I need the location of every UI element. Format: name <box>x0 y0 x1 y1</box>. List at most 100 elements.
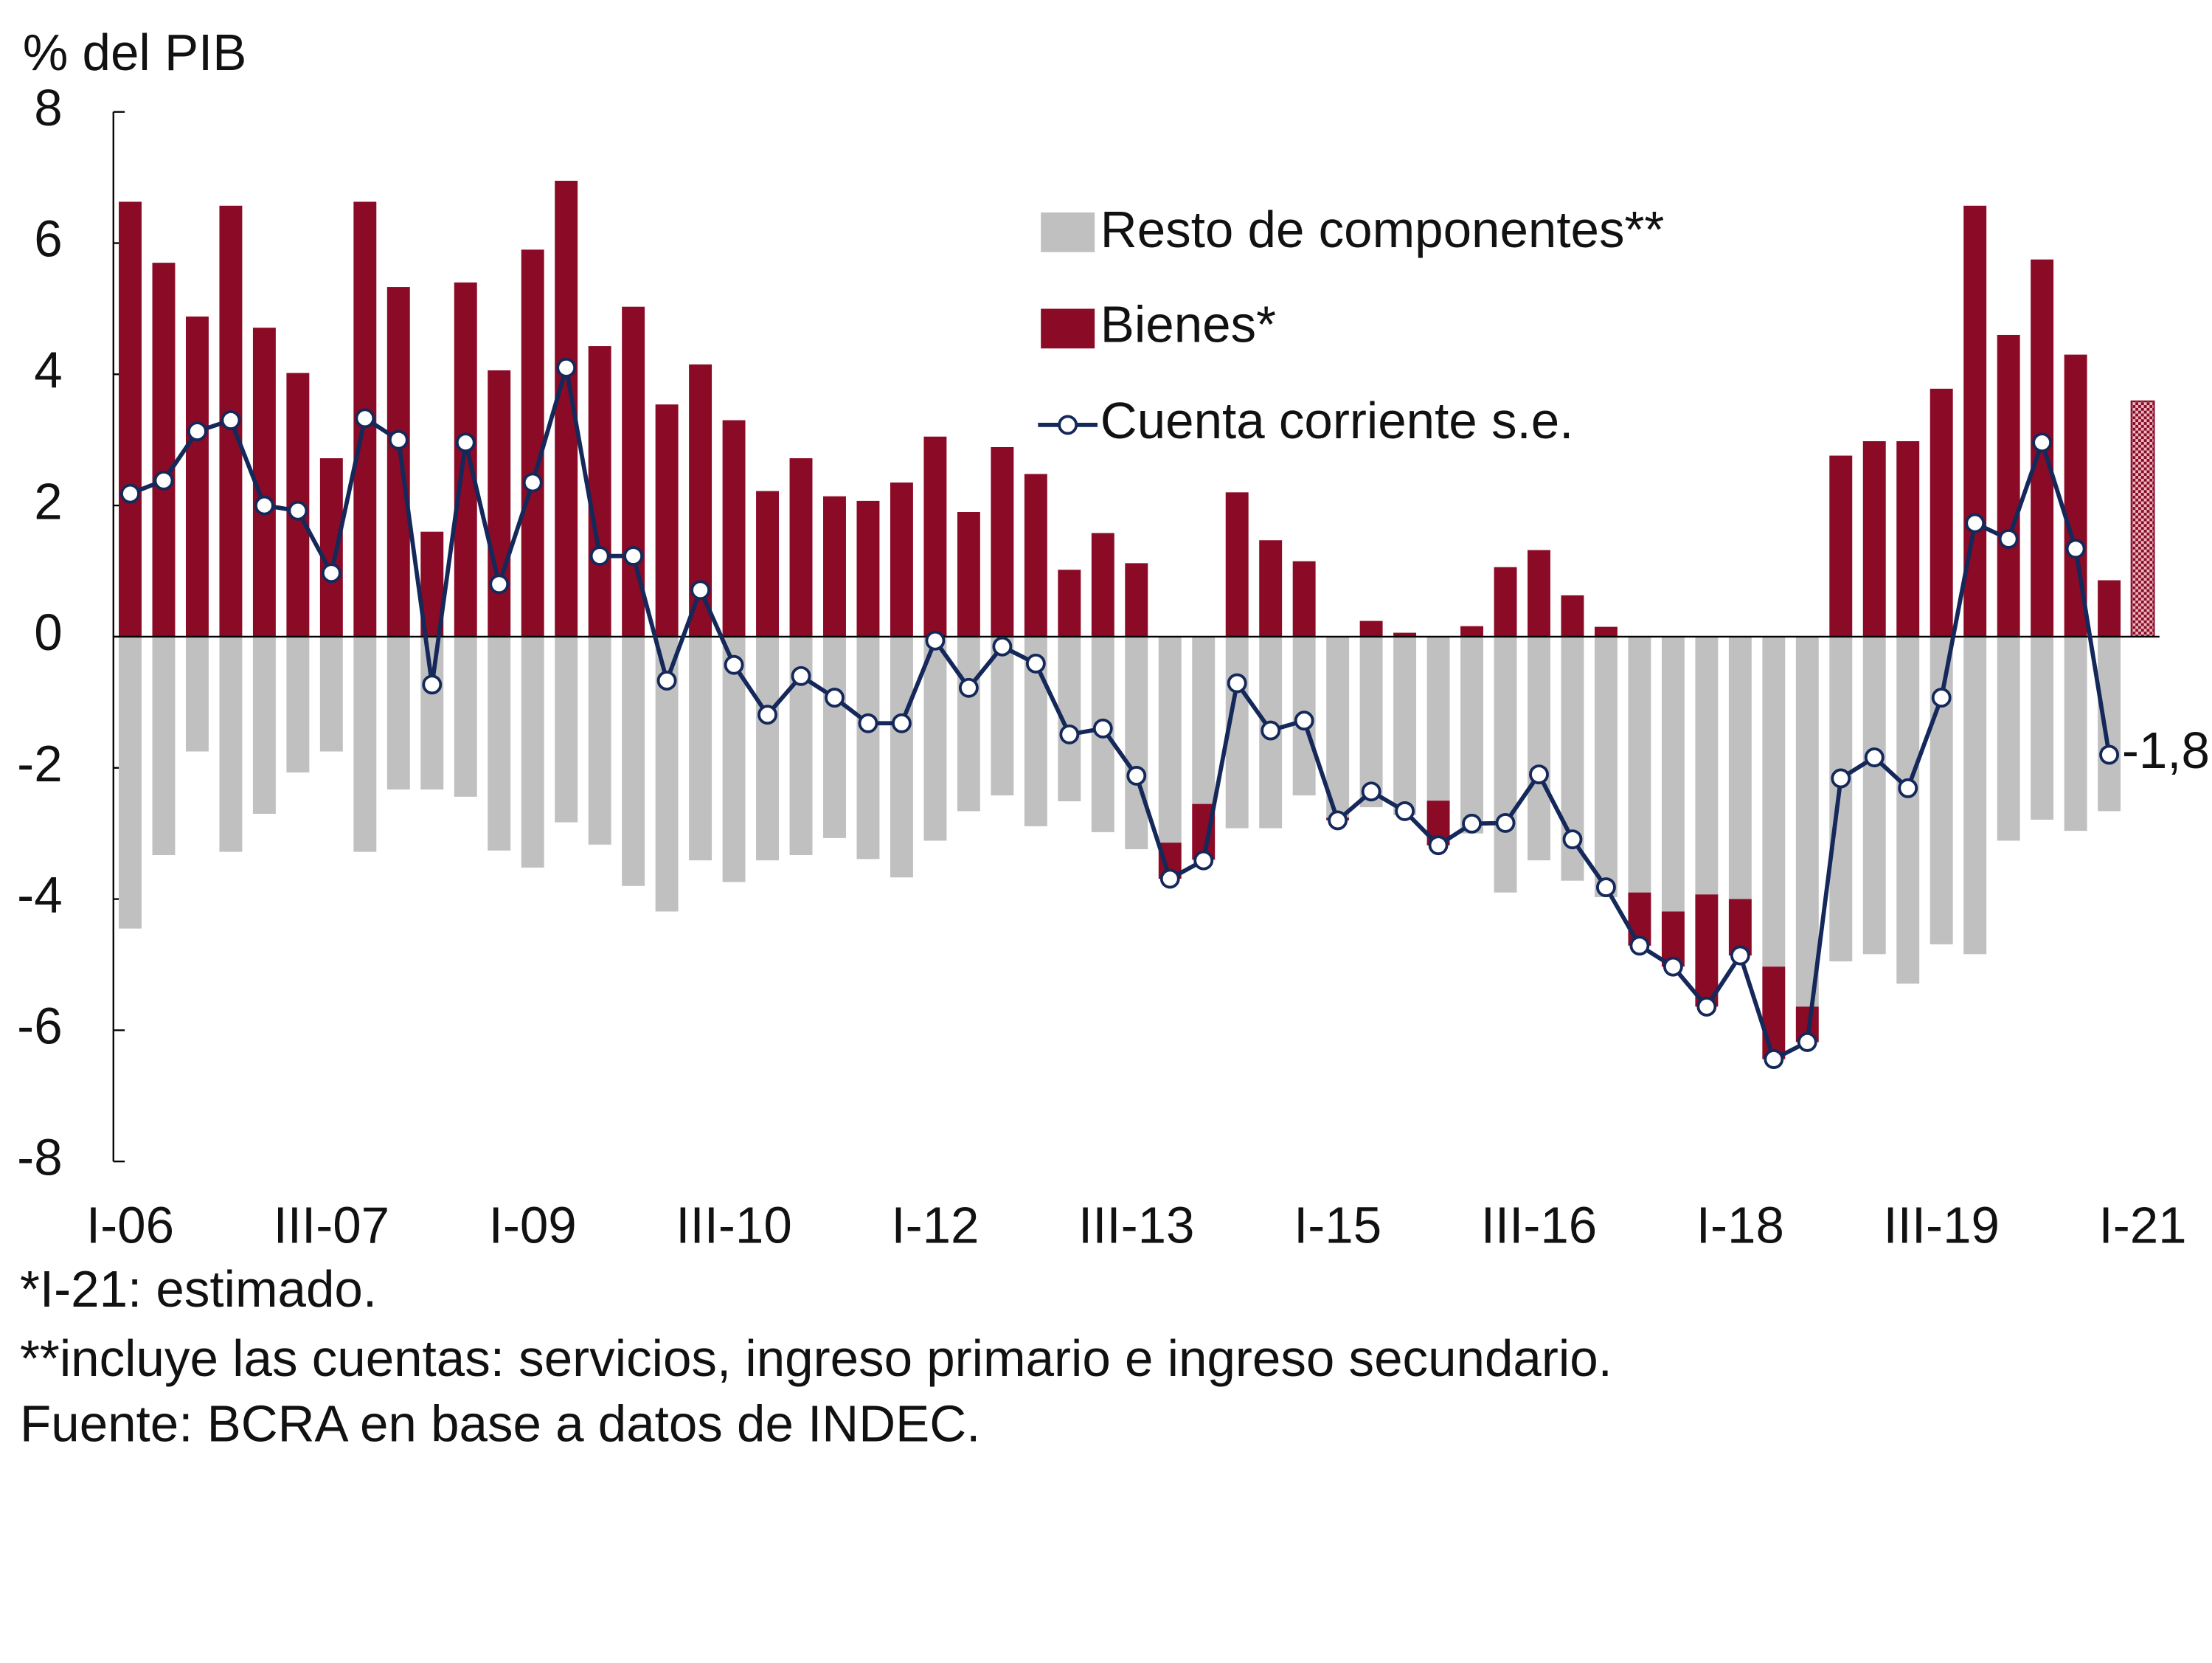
bar <box>1628 636 1651 893</box>
line-marker <box>288 500 308 521</box>
line-marker <box>1428 835 1449 856</box>
bar <box>890 482 913 637</box>
bar <box>521 249 544 637</box>
bar <box>2098 636 2121 812</box>
line-marker <box>1462 813 1482 834</box>
bar <box>1024 474 1047 637</box>
legend-marker <box>1058 415 1078 435</box>
bar <box>119 636 142 929</box>
bar <box>1862 636 1886 955</box>
x-tick-label: I-15 <box>1294 1197 1381 1254</box>
x-tick-label: I-09 <box>489 1197 577 1254</box>
bar <box>1695 894 1719 1007</box>
bar <box>1460 636 1483 834</box>
bar <box>923 436 947 637</box>
bar <box>185 317 209 637</box>
bar <box>1695 636 1719 895</box>
line-marker <box>2032 432 2053 453</box>
bar <box>555 636 578 823</box>
bar <box>521 636 544 868</box>
line-marker <box>422 674 443 695</box>
bar <box>689 636 713 861</box>
bar <box>488 370 511 637</box>
bar <box>1494 636 1517 893</box>
legend-label: Bienes* <box>1100 296 1276 353</box>
bar <box>1594 636 1618 897</box>
bar <box>957 512 980 637</box>
x-tick-label: I-21 <box>2099 1197 2187 1254</box>
bar <box>1359 620 1383 637</box>
bar <box>454 636 477 797</box>
bar <box>1460 626 1483 637</box>
bar <box>789 458 813 637</box>
bar <box>1896 440 1920 637</box>
line-marker <box>120 483 140 504</box>
y-tick-label: 8 <box>34 79 62 136</box>
line-marker <box>355 408 375 429</box>
line-marker <box>1395 801 1415 821</box>
bar <box>1561 595 1584 637</box>
bar <box>957 636 980 812</box>
legend-swatch <box>1041 308 1095 349</box>
line-marker <box>1596 877 1616 898</box>
bar <box>756 491 779 637</box>
line-marker <box>187 421 207 442</box>
bar <box>655 404 679 637</box>
bar <box>1997 334 2020 637</box>
line-marker <box>2065 539 2086 559</box>
bar <box>1292 561 1316 637</box>
bar <box>420 636 444 790</box>
line-marker <box>589 546 610 567</box>
line-marker <box>1059 724 1080 744</box>
line-marker <box>522 472 543 493</box>
bar <box>353 636 377 852</box>
bar <box>991 446 1014 637</box>
legend-label: Cuenta corriente s.e. <box>1100 392 1574 449</box>
bar <box>185 636 209 752</box>
line-marker <box>388 429 409 450</box>
bar <box>219 636 243 852</box>
bar <box>1359 636 1383 808</box>
bar <box>890 636 913 878</box>
line-marker <box>1193 850 1214 871</box>
y-tick-label: 6 <box>34 210 62 268</box>
data-label: -1,8 <box>2122 722 2210 779</box>
line-marker <box>1126 765 1147 786</box>
bar <box>991 636 1014 796</box>
line-marker <box>992 636 1013 657</box>
line-marker <box>1730 945 1750 966</box>
bar <box>1058 570 1081 637</box>
bar <box>2130 400 2155 637</box>
y-tick-label: 2 <box>34 472 62 530</box>
line-marker <box>1831 768 1851 789</box>
bar <box>2064 636 2087 832</box>
x-tick-label: III-07 <box>274 1197 389 1254</box>
bar <box>1259 540 1283 637</box>
bar <box>488 636 511 851</box>
bar <box>1963 636 1987 955</box>
bar <box>923 636 947 841</box>
bar <box>1594 626 1618 637</box>
line-marker <box>1764 1049 1784 1069</box>
line-marker <box>1797 1031 1817 1052</box>
bar <box>454 282 477 637</box>
footnote: Fuente: BCRA en base a datos de INDEC. <box>20 1394 980 1452</box>
bar <box>1125 636 1148 849</box>
y-tick-label: -8 <box>17 1128 62 1186</box>
bar <box>1494 567 1517 637</box>
x-tick-label: I-12 <box>891 1197 979 1254</box>
bar <box>622 636 645 886</box>
bar <box>152 263 176 637</box>
line-marker <box>1696 996 1717 1017</box>
line-marker <box>1931 688 1952 708</box>
bar <box>1393 636 1417 815</box>
line-marker <box>1361 781 1381 802</box>
bar <box>1829 455 1853 637</box>
bar <box>856 636 880 860</box>
bar <box>1661 636 1685 912</box>
bar <box>1393 632 1417 637</box>
x-tick-label: III-19 <box>1883 1197 2000 1254</box>
line-marker <box>153 470 174 491</box>
bar <box>386 287 410 637</box>
